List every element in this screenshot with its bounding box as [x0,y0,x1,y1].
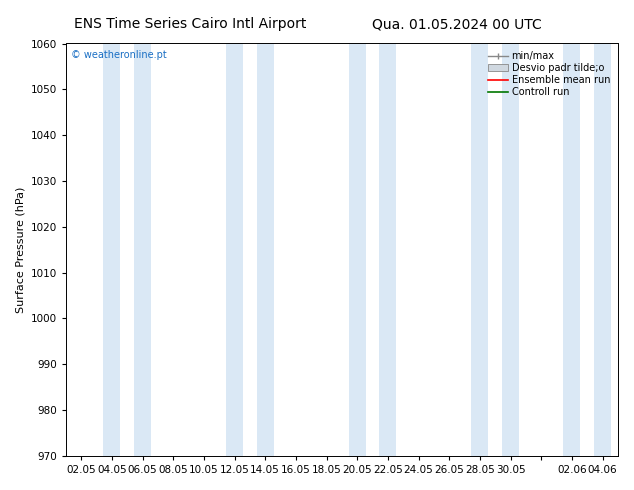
Bar [472,44,488,456]
Text: ENS Time Series Cairo Intl Airport: ENS Time Series Cairo Intl Airport [74,17,306,31]
Bar [226,44,243,456]
Bar [594,44,611,456]
Bar [502,44,519,456]
Bar [257,44,274,456]
Y-axis label: Surface Pressure (hPa): Surface Pressure (hPa) [15,187,25,313]
Bar [564,44,580,456]
Bar [134,44,151,456]
Bar [349,44,366,456]
Text: Qua. 01.05.2024 00 UTC: Qua. 01.05.2024 00 UTC [372,17,541,31]
Text: © weatheronline.pt: © weatheronline.pt [72,49,167,60]
Bar [103,44,120,456]
Legend: min/max, Desvio padr tilde;o, Ensemble mean run, Controll run: min/max, Desvio padr tilde;o, Ensemble m… [485,49,613,100]
Bar [379,44,396,456]
